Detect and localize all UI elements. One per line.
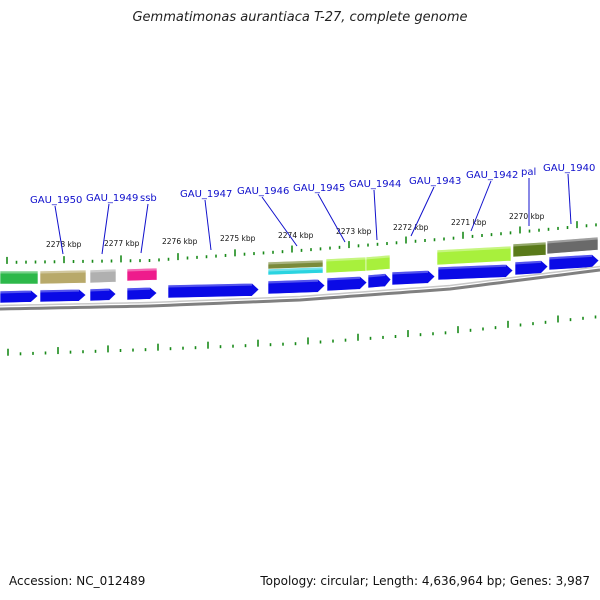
cog-feature-highlight	[437, 246, 511, 253]
outer-tick-ring	[6, 221, 597, 264]
gene-label: GAU_1946	[237, 186, 289, 197]
backbone-line	[0, 268, 600, 311]
ruler-label: 2277 kbp	[104, 239, 140, 248]
backbone-inner-line	[0, 265, 600, 307]
gene-label: GAU_1949	[86, 193, 138, 204]
cog-feature-box	[546, 236, 599, 255]
cds-arrow-highlight	[168, 283, 252, 288]
ruler-label: 2273 kbp	[336, 227, 372, 236]
callout-line	[567, 173, 572, 225]
cds-arrow-highlight	[0, 290, 31, 294]
cds-arrow-highlight	[368, 273, 386, 278]
ruler-labels: 2278 kbp 2277 kbp 2276 kbp 2275 kbp 2274 kbp…	[46, 212, 545, 249]
cog-feature-highlight	[0, 271, 38, 274]
cds-arrow-highlight	[127, 287, 150, 291]
callout-line	[317, 193, 346, 243]
genome-backbone	[0, 265, 600, 311]
ruler-label: 2278 kbp	[46, 240, 82, 249]
callout-line	[410, 186, 435, 237]
gene-label: GAU_1944	[349, 179, 401, 190]
cds-arrow	[514, 260, 549, 276]
gene-callouts: GAU_1950 GAU_1949 ssb GAU_1947 GAU_1946 GAU_1…	[30, 163, 595, 255]
cds-arrow	[39, 288, 87, 303]
cds-arrow	[167, 282, 260, 299]
cds-arrow-highlight	[40, 289, 79, 293]
cds-arrow-highlight	[392, 270, 428, 275]
cog-feature-box	[267, 266, 324, 276]
callout-line	[101, 203, 110, 255]
gene-label: GAU_1947	[180, 189, 232, 200]
cog-feature-box	[126, 267, 158, 282]
cds-arrow	[267, 278, 326, 295]
map-title: Gemmatimonas aurantiaca T-27, complete g…	[132, 10, 468, 25]
cds-feature-row	[0, 254, 600, 304]
cog-feature-highlight	[547, 237, 598, 244]
cog-feature-box	[365, 254, 391, 272]
ruler-label: 2271 kbp	[451, 218, 487, 227]
gene-label: GAU_1945	[293, 183, 345, 194]
gene-label: pal	[521, 167, 536, 178]
cds-arrow-highlight	[268, 279, 318, 284]
cds-arrow-highlight	[515, 260, 541, 265]
cog-feature-highlight	[513, 242, 546, 247]
cds-arrow	[437, 263, 514, 281]
cog-feature-box	[89, 268, 117, 284]
genome-summary-text: Topology: circular; Length: 4,636,964 bp…	[260, 574, 590, 588]
cog-feature-highlight	[366, 255, 390, 260]
cog-feature-highlight	[268, 267, 323, 272]
callout-line	[204, 199, 212, 251]
cog-feature-box	[39, 269, 87, 285]
accession-text: Accession: NC_012489	[9, 574, 146, 588]
callout-line	[470, 180, 492, 232]
cog-feature-highlight	[90, 269, 116, 273]
cog-feature-highlight	[127, 268, 157, 272]
callout-line	[373, 189, 378, 241]
ruler-label: 2274 kbp	[278, 231, 314, 240]
callout-line	[140, 203, 149, 254]
gene-label: ssb	[140, 193, 157, 204]
callout-line	[54, 205, 64, 255]
cds-arrow	[548, 254, 600, 271]
cds-arrow	[326, 276, 368, 292]
cds-arrow-highlight	[327, 276, 360, 281]
ruler-label: 2276 kbp	[162, 237, 198, 246]
cog-feature-box	[436, 245, 512, 266]
cog-feature-highlight	[40, 270, 86, 274]
ruler-label: 2272 kbp	[393, 223, 429, 232]
gene-label: GAU_1950	[30, 195, 82, 206]
cds-arrow	[391, 270, 436, 286]
inner-tick-ring	[7, 315, 597, 356]
callout-line	[261, 196, 298, 247]
cog-feature-row	[0, 236, 599, 285]
gene-label: GAU_1943	[409, 176, 461, 187]
cds-arrow	[89, 287, 117, 302]
cds-arrow	[126, 286, 158, 301]
cog-feature-box	[512, 241, 547, 258]
cog-feature-highlight	[326, 257, 366, 262]
cog-feature-box	[0, 270, 39, 285]
ruler-label: 2275 kbp	[220, 234, 256, 243]
cog-feature-highlight	[268, 260, 323, 265]
ruler-label: 2270 kbp	[509, 212, 545, 221]
cds-arrow	[0, 289, 39, 304]
gene-label: GAU_1942	[466, 170, 518, 181]
cds-arrow	[367, 273, 392, 289]
cds-arrow-highlight	[90, 288, 110, 292]
cds-arrow-highlight	[549, 254, 592, 260]
cds-arrow-highlight	[438, 264, 506, 270]
gene-label: GAU_1940	[543, 163, 595, 174]
